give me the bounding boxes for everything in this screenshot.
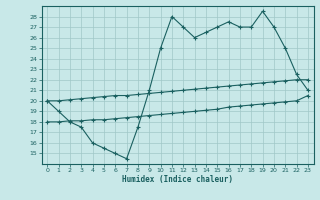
X-axis label: Humidex (Indice chaleur): Humidex (Indice chaleur) — [122, 175, 233, 184]
